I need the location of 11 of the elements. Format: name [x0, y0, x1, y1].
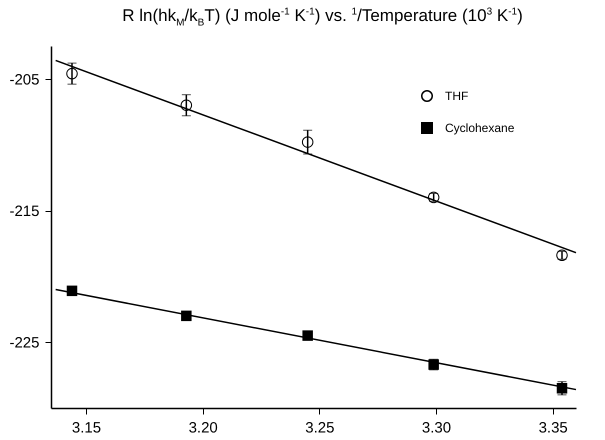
x-tick-label: 3.15	[72, 420, 102, 436]
chart-title: R ln(hk$_{M}$/k$_{B}$T) (J mole$^{-1}$ K$^{-1}$) vs. $^{1}$/Temperature (10$^{3}$ K$^{-1}$)	[122, 6, 523, 28]
x-tick-label: 3.20	[188, 420, 218, 436]
x-tick-label: 3.35	[538, 420, 568, 436]
y-tick-label: -225	[9, 334, 40, 352]
x-tick-label: 3.25	[305, 420, 334, 436]
legend-label: Cyclohexane	[445, 121, 515, 135]
x-tick-label: 3.30	[422, 420, 452, 436]
legend-label: THF	[445, 89, 468, 103]
y-tick-label: -205	[9, 71, 40, 88]
y-tick-label: -215	[9, 203, 40, 220]
